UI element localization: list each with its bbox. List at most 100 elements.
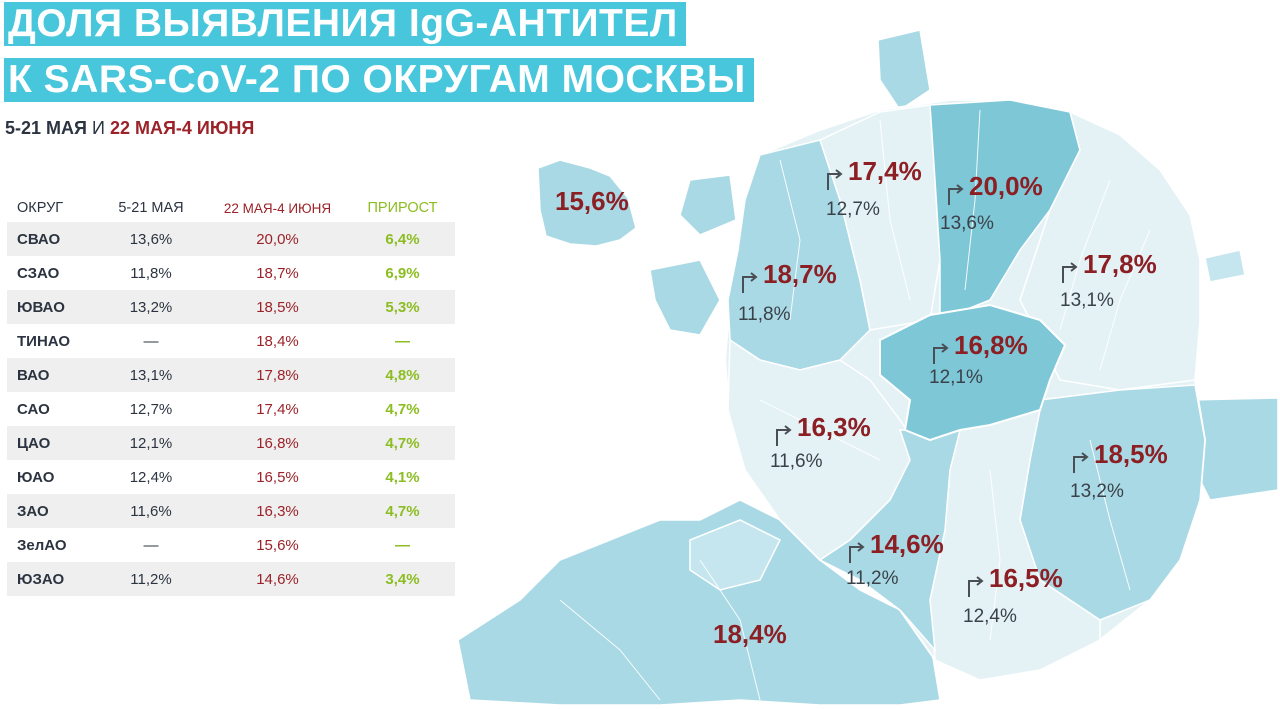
map-old-value: 13,2% (1070, 481, 1124, 502)
growth-value-cell: — (395, 536, 410, 554)
map-arrowhead-icon (750, 272, 758, 282)
map-arrow-icon (933, 347, 946, 364)
period-1-value-cell: 13,2% (129, 298, 173, 316)
map-arrowhead-icon (956, 184, 964, 194)
period-1-value-cell: — (143, 332, 159, 350)
table-row: ЮАО 12,4% 16,5% 4,1% (7, 460, 455, 494)
period-1-value-cell: 12,7% (129, 400, 173, 418)
map-label-7: 18,5% 13,2% (1070, 439, 1168, 502)
table-row: ВАО 13,1% 17,8% 4,8% (7, 358, 455, 392)
okrug-name-cell: ЗАО (17, 502, 49, 520)
map-arrow-icon (849, 546, 862, 563)
period-2-value-cell: 18,4% (256, 332, 299, 350)
growth-value-cell: 4,7% (385, 502, 420, 520)
okrug-name-cell: СВАО (17, 230, 61, 248)
map-region-piece-2 (649, 259, 721, 336)
map-new-value: 16,8% (954, 330, 1028, 360)
okrug-name-cell: ЮАО (17, 468, 55, 486)
chart-title-line-1: ДОЛЯ ВЫЯВЛЕНИЯ IgG-АНТИТЕЛ (4, 2, 686, 46)
map-label-1: 17,4% 12,7% (826, 156, 922, 220)
map-region-tinao (457, 499, 941, 706)
chart-title-line-2: К SARS-CoV-2 ПО ОКРУГАМ МОСКВЫ (4, 58, 754, 102)
map-label-3: 18,7% 11,8% (738, 259, 837, 325)
map-old-value: 12,4% (963, 606, 1017, 627)
map-new-value: 20,0% (969, 171, 1043, 201)
period-2-value-cell: 16,8% (256, 434, 299, 452)
growth-value-cell: 4,7% (385, 434, 420, 452)
map-label-8: 14,6% 11,2% (846, 529, 944, 589)
period-1-value-cell: 13,1% (129, 366, 173, 384)
header-period-1: 5-21 МАЯ (118, 200, 184, 216)
table-row: ЗАО 11,6% 16,3% 4,7% (7, 494, 455, 528)
map-region-zelao (537, 159, 637, 247)
map-arrowhead-icon (1081, 452, 1089, 462)
map-label-5: 16,8% 12,1% (929, 330, 1028, 388)
map-old-value: 13,6% (940, 213, 994, 234)
growth-value-cell: 4,1% (385, 468, 420, 486)
map-region-vao (1019, 110, 1201, 391)
period-2-value-cell: 18,5% (256, 298, 299, 316)
table-row: САО 12,7% 17,4% 4,7% (7, 392, 455, 426)
map-arrowhead-icon (1070, 262, 1078, 272)
map-old-value: 12,7% (826, 199, 880, 220)
okrug-name-cell: ЗелАО (17, 536, 67, 554)
period-2-value-cell: 20,0% (256, 230, 299, 248)
map-label-6: 16,3% 11,6% (770, 412, 871, 472)
okrug-name-cell: СЗАО (17, 264, 60, 282)
map-old-value: 11,8% (738, 304, 791, 325)
map-new-value: 15,6% (555, 186, 629, 216)
map-arrowhead-icon (857, 542, 865, 552)
table-row: ЮЗАО 11,2% 14,6% 3,4% (7, 562, 455, 596)
subtitle-period-1: 5-21 МАЯ (5, 118, 87, 138)
growth-value-cell: 4,7% (385, 400, 420, 418)
map-arrow-icon (1073, 456, 1086, 473)
map-label-2: 20,0% 13,6% (940, 171, 1043, 234)
map-arrow-icon (742, 276, 755, 293)
map-region-piece-3 (1204, 249, 1246, 283)
okrug-name-cell: ЮЗАО (17, 570, 65, 588)
growth-value-cell: 6,9% (385, 264, 420, 282)
period-1-value-cell: 12,1% (129, 434, 173, 452)
growth-value-cell: 6,4% (385, 230, 420, 248)
map-old-value: 11,6% (770, 451, 823, 472)
period-1-value-cell: 11,8% (130, 264, 172, 282)
period-1-value-cell: 11,6% (130, 502, 172, 520)
period-1-value-cell: 13,6% (129, 230, 173, 248)
period-1-value-cell: 12,4% (129, 468, 173, 486)
table-row: ТИНАО — 18,4% — (7, 324, 455, 358)
map-region-tsao (879, 303, 1067, 442)
growth-value-cell: 5,3% (385, 298, 420, 316)
map-old-value: 13,1% (1060, 290, 1114, 311)
period-2-value-cell: 17,8% (256, 366, 299, 384)
map-region-piece-1 (679, 174, 737, 236)
map-new-value: 18,7% (763, 259, 837, 289)
period-2-value-cell: 17,4% (256, 400, 299, 418)
map-arrow-icon (827, 173, 840, 190)
period-2-value-cell: 15,6% (256, 536, 299, 554)
map-region-yuzao (818, 429, 961, 653)
table-row: ЗелАО — 15,6% — (7, 528, 455, 562)
growth-value-cell: 3,4% (385, 570, 420, 588)
okrug-name-cell: САО (17, 400, 50, 418)
period-2-value-cell: 18,7% (256, 264, 299, 282)
map-region-tinao-west (689, 519, 782, 591)
map-new-value: 17,8% (1083, 249, 1157, 279)
period-1-value-cell: 11,2% (130, 570, 172, 588)
period-2-value-cell: 16,3% (256, 502, 299, 520)
map-region-sao (819, 104, 941, 331)
map-new-value: 18,5% (1094, 439, 1168, 469)
chart-subtitle: 5-21 МАЯ И 22 МАЯ-4 ИЮНЯ (5, 118, 254, 139)
subtitle-period-2: 22 МАЯ-4 ИЮНЯ (109, 118, 255, 138)
period-1-value-cell: — (143, 536, 159, 554)
period-2-value-cell: 16,5% (256, 468, 299, 486)
table-header: ОКРУГ 5-21 МАЯ 22 МАЯ-4 ИЮНЯ ПРИРОСТ (7, 194, 455, 222)
map-arrowhead-icon (941, 343, 949, 353)
map-arrow-icon (776, 429, 789, 446)
growth-value-cell: 4,8% (385, 366, 420, 384)
okrug-name-cell: ВАО (17, 366, 50, 384)
okrug-name-cell: ЦАО (17, 434, 51, 452)
map-arrow-icon (968, 580, 981, 597)
table-row: СВАО 13,6% 20,0% 6,4% (7, 222, 455, 256)
map-arrowhead-icon (835, 169, 843, 179)
